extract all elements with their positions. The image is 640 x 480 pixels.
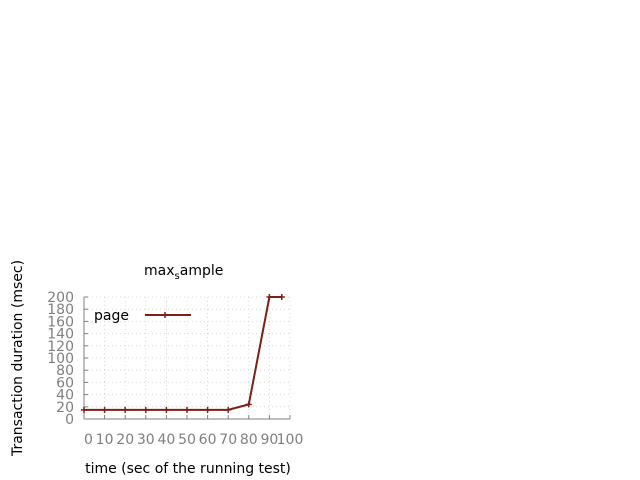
data-point: [163, 406, 170, 413]
x-tick-label: 90: [260, 432, 278, 448]
y-tick-label: 60: [56, 375, 74, 391]
y-tick-label: 40: [56, 388, 74, 404]
data-point: [142, 406, 149, 413]
x-tick-label: 40: [157, 432, 175, 448]
x-tick-label: 20: [116, 432, 134, 448]
y-tick-label: 200: [47, 290, 74, 306]
y-tick-label: 100: [47, 351, 74, 367]
y-axis-label: Transaction duration (msec): [10, 260, 26, 457]
data-point: [225, 406, 232, 413]
x-tick-label: 50: [178, 432, 196, 448]
x-axis-label: time (sec of the running test): [85, 461, 291, 477]
data-point: [122, 406, 129, 413]
chart-title-main: max: [144, 263, 175, 279]
chart-title-rest: ample: [180, 263, 224, 279]
data-point: [184, 406, 190, 413]
x-tick-label: 80: [240, 432, 258, 448]
x-tick-label: 10: [96, 432, 114, 448]
y-tick-label: 140: [47, 327, 74, 343]
x-tick-label: 60: [199, 432, 217, 448]
legend-marker-page: [162, 312, 168, 318]
x-tick-label: 70: [219, 432, 237, 448]
y-tick-label: 120: [47, 339, 74, 355]
axes: [83, 296, 291, 420]
legend-label-page: page: [94, 308, 129, 324]
chart-title: maxsample: [144, 263, 223, 282]
series-group: [81, 294, 285, 413]
x-tick-label: 30: [137, 432, 155, 448]
y-tick-label: 20: [56, 400, 74, 416]
data-point: [278, 294, 285, 300]
grid: [83, 296, 291, 420]
x-tick-label: 100: [277, 432, 304, 448]
data-point: [81, 406, 87, 413]
chart-title-subscript: s: [175, 271, 180, 282]
data-point: [101, 406, 108, 413]
y-tick-label: 80: [56, 363, 74, 379]
y-tick-label: 0: [65, 412, 74, 428]
data-point: [266, 294, 273, 300]
y-tick-label: 160: [47, 314, 74, 330]
y-tick-label: 180: [47, 302, 74, 318]
legend: page: [94, 308, 191, 324]
data-point: [204, 406, 211, 413]
data-point: [245, 401, 252, 408]
x-tick-label: 0: [84, 432, 93, 448]
